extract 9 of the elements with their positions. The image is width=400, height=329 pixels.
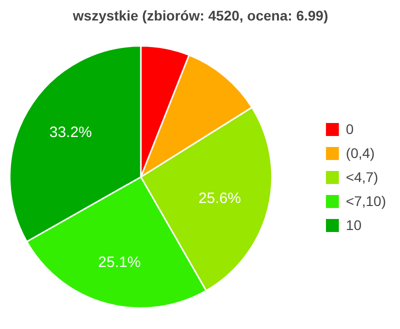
data-label: 25.6%	[198, 190, 241, 207]
data-label: 33.2%	[49, 124, 92, 141]
legend-label: 10	[346, 216, 362, 232]
legend-label: <7,10)	[346, 192, 386, 208]
legend-label: (0,4)	[346, 144, 375, 160]
data-label: 25.1%	[98, 254, 141, 271]
legend-label: <4,7)	[346, 168, 378, 184]
chart-title: wszystkie (zbiorów: 4520, ocena: 6.99)	[72, 8, 328, 24]
legend-label: 0	[346, 120, 355, 136]
